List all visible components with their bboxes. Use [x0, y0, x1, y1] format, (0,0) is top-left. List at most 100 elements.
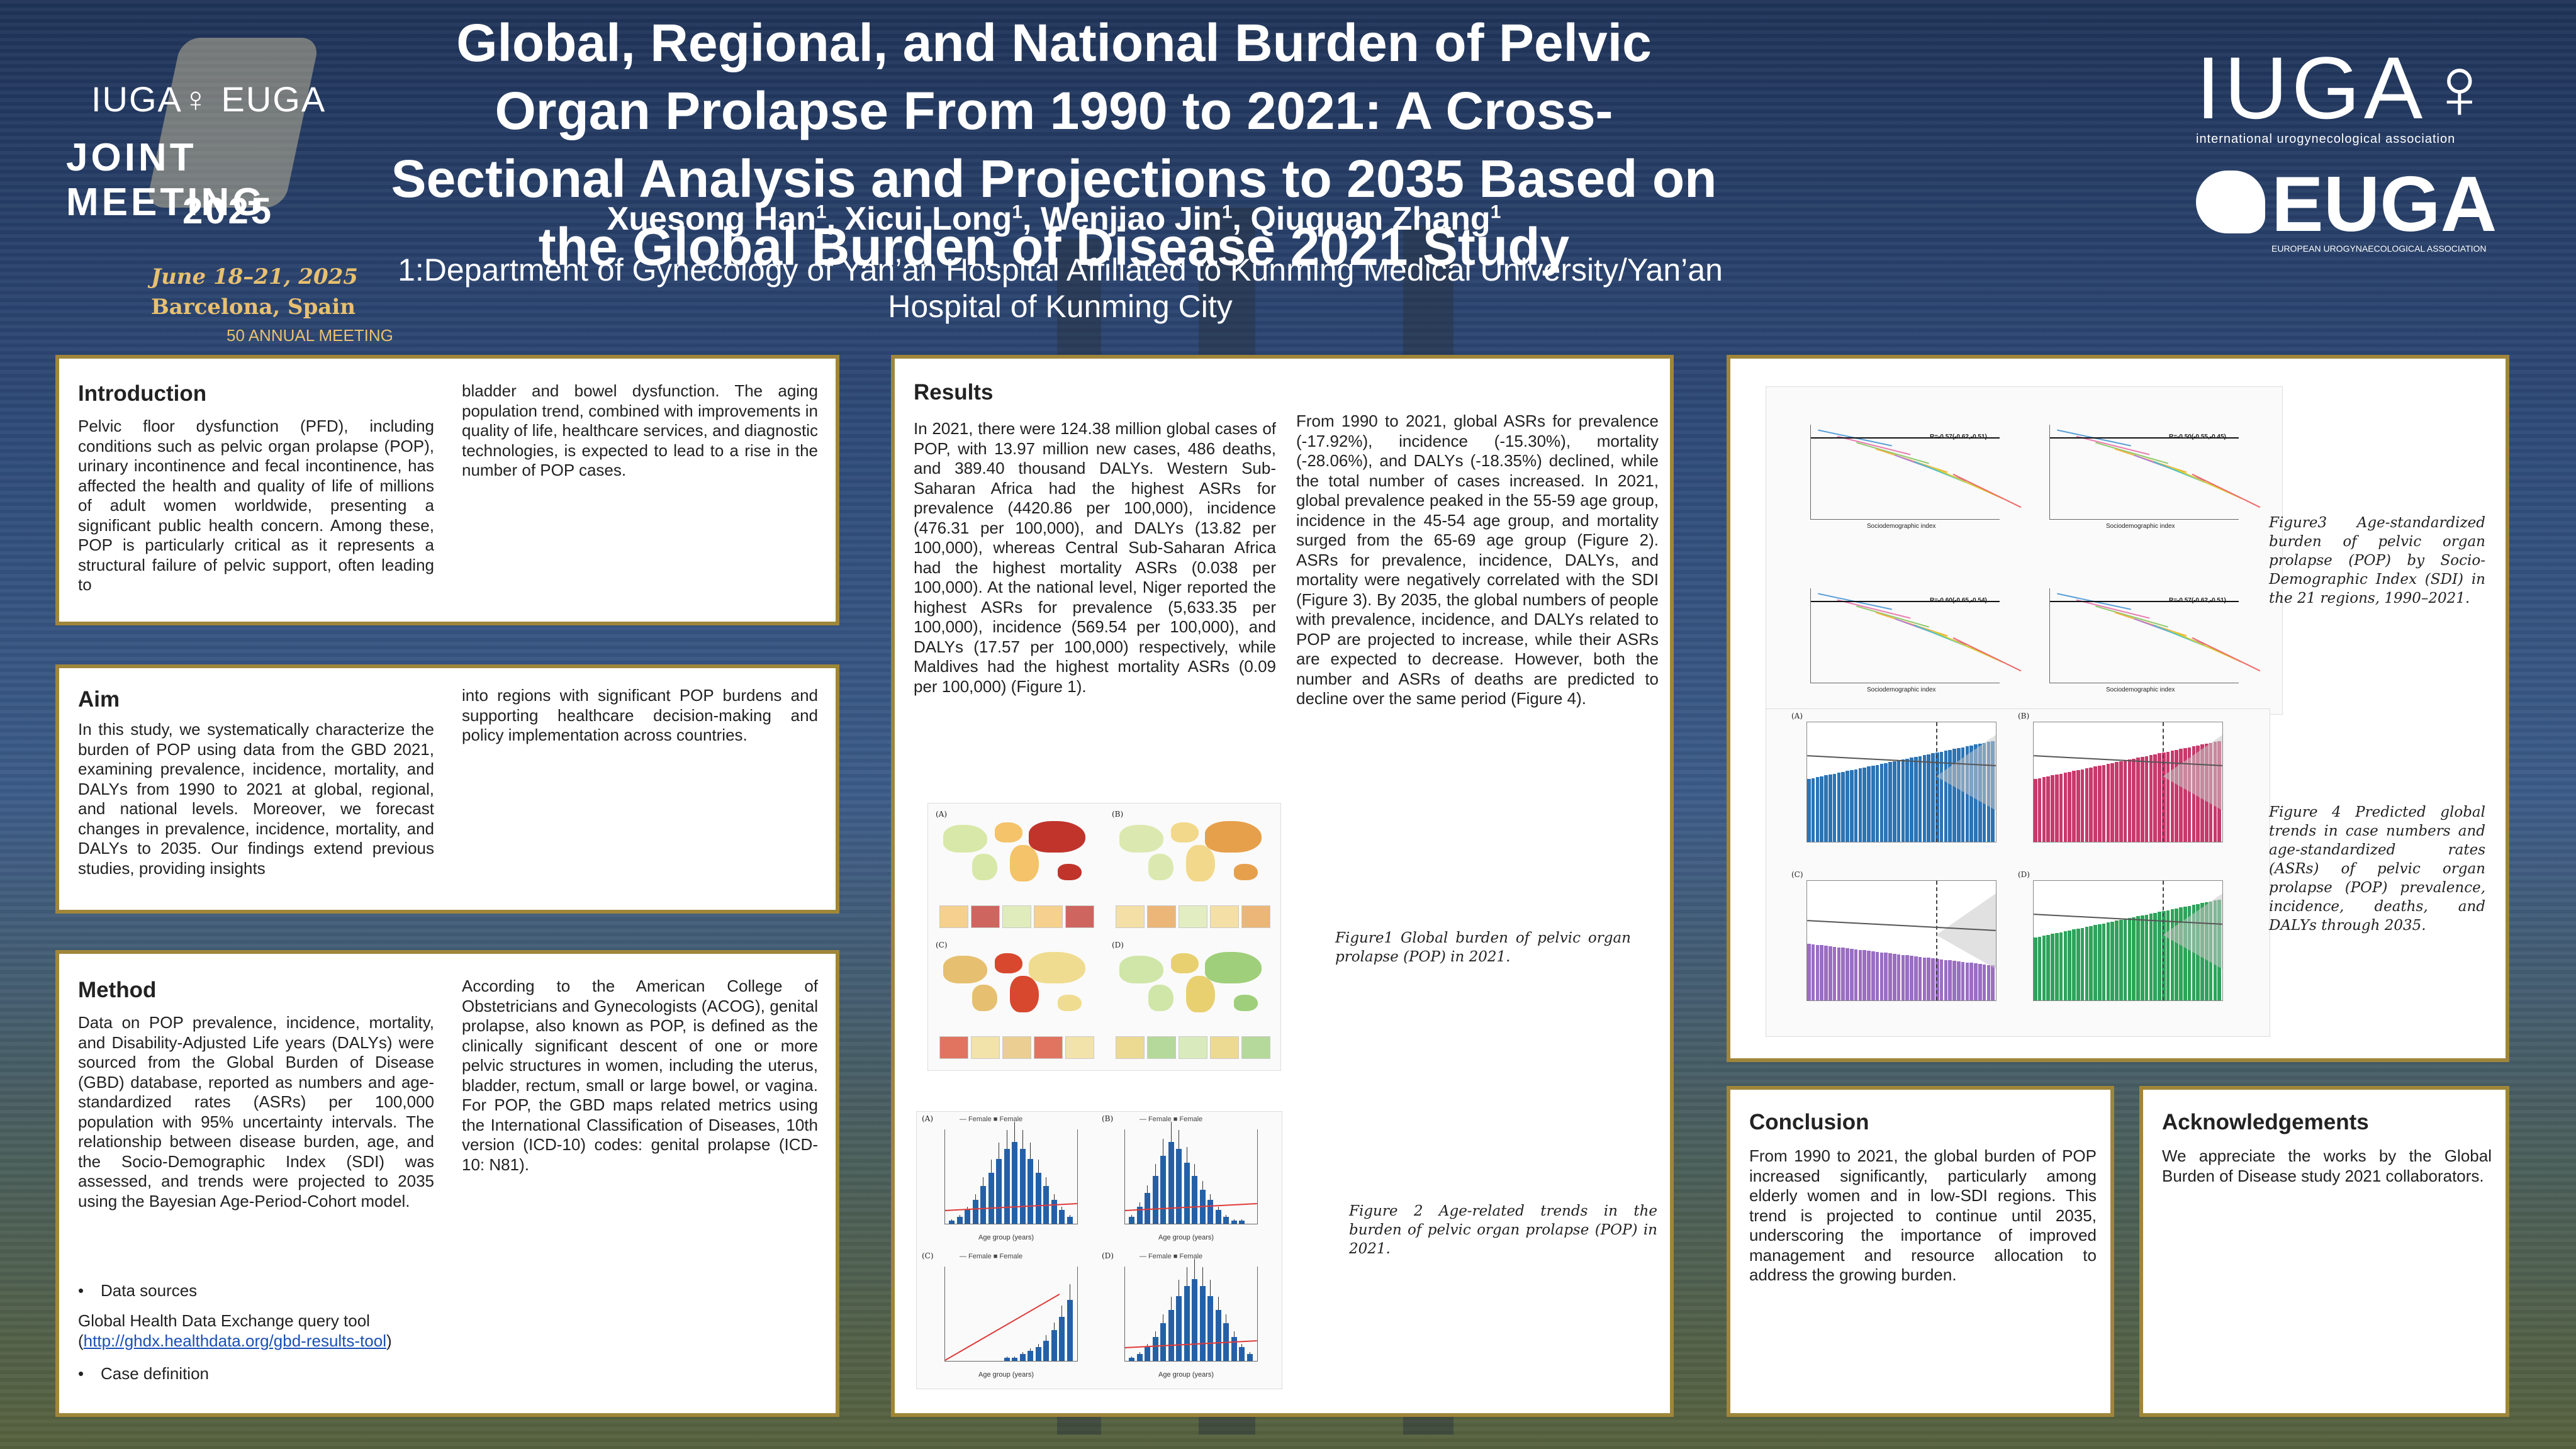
projection-bar	[2034, 779, 2037, 842]
map-inset	[971, 905, 1000, 928]
logo-place: Barcelona, Spain	[151, 294, 356, 320]
map-landmass	[1234, 995, 1258, 1011]
bar	[988, 1172, 994, 1224]
author-affiliation-mark: 1	[1490, 201, 1501, 223]
results-panel: Results In 2021, there were 124.38 milli…	[891, 355, 1674, 1417]
bar	[1035, 1347, 1041, 1361]
age-bar-chart: (B) — Female ■ Female Age group (years)	[1102, 1114, 1274, 1246]
correlation-stat: R=-0.60(-0.65,-0.54)	[1930, 597, 1987, 604]
projection-bar	[1858, 949, 1862, 1000]
bar	[956, 1217, 963, 1224]
projection-bar	[1841, 948, 1845, 1000]
projection-bar	[2144, 756, 2149, 842]
map-inset	[939, 905, 968, 928]
projection-bar	[1952, 961, 1956, 1000]
error-bar	[1030, 1348, 1031, 1351]
logo-iuga-euga-joint-meeting: IUGA♀ EUGA JOINT MEETING 2025 June 18–21…	[57, 25, 409, 345]
projection-bar	[1901, 954, 1905, 1000]
projection-bar	[1991, 965, 1995, 1000]
projection-bar	[1845, 948, 1849, 1000]
projection-bar	[2127, 918, 2132, 1000]
bar	[1207, 1296, 1213, 1361]
bar	[1051, 1200, 1057, 1224]
plot-area	[1124, 1258, 1258, 1362]
projection-bar	[1850, 949, 1854, 1000]
error-bar	[1022, 1352, 1023, 1355]
projection-bar	[1828, 775, 1832, 842]
method-col2: According to the American College of Obs…	[462, 976, 818, 1174]
figure4-caption: Figure 4 Predicted global trends in case…	[2269, 804, 2485, 934]
bar	[1215, 1309, 1221, 1361]
projection-bar	[1893, 761, 1896, 842]
projection-bar	[1884, 953, 1888, 1000]
map-inset	[971, 1036, 1000, 1059]
projection-bar	[2115, 920, 2119, 1000]
projection-bar	[2042, 936, 2046, 1000]
ghdx-link[interactable]: http://ghdx.healthdata.org/gbd-results-t…	[83, 1331, 386, 1350]
panel-label: (A)	[1791, 712, 1803, 720]
map-landmass	[1148, 985, 1173, 1011]
projection-bar	[2093, 925, 2097, 1000]
projection-bar	[2119, 920, 2123, 1000]
map-landmass	[1058, 995, 1082, 1011]
age-bar-chart: (C) — Female ■ Female Age group (years)	[922, 1251, 1094, 1384]
error-bar	[1014, 1121, 1015, 1142]
projection-bar	[2076, 770, 2080, 842]
bar	[1019, 1354, 1026, 1361]
expected-curve	[2050, 601, 2239, 671]
map-inset	[1116, 1036, 1145, 1059]
bar	[1028, 1350, 1033, 1361]
projection-bar	[2106, 922, 2110, 1000]
map-inset	[1034, 1036, 1063, 1059]
projection-bar	[2187, 747, 2192, 842]
logo-joint-meeting: JOINT MEETING	[66, 136, 266, 224]
projection-bar	[1820, 776, 1823, 842]
map-inset	[1210, 1036, 1239, 1059]
bar	[965, 1210, 970, 1224]
projection-divider	[1936, 722, 1937, 842]
error-bar	[975, 1194, 976, 1200]
map-landmass	[1029, 952, 1085, 983]
error-bar	[1241, 1219, 1242, 1221]
projection-divider	[2163, 722, 2164, 842]
map-landmass	[1058, 864, 1082, 880]
author-name: Wenjiao Jin	[1040, 201, 1222, 237]
projection-bar	[2132, 917, 2136, 1000]
projection-bar	[1974, 963, 1978, 1000]
projection-bar	[2166, 751, 2170, 842]
panel-label: (D)	[1102, 1251, 1114, 1260]
panel-label: (B)	[2018, 712, 2030, 720]
error-bar	[990, 1160, 992, 1173]
projection-bar	[2187, 905, 2192, 1000]
projection-chart: (C)	[1791, 870, 2005, 1019]
bar	[1184, 1285, 1190, 1361]
projection-bar	[1841, 771, 1845, 842]
projection-bar	[1927, 958, 1930, 1000]
map-inset	[1179, 905, 1207, 928]
map-landmass	[1186, 845, 1215, 881]
bar	[1035, 1172, 1041, 1224]
bar	[949, 1220, 955, 1224]
projection-bar	[2141, 757, 2144, 842]
error-bar	[1241, 1343, 1242, 1348]
bar	[1004, 1357, 1010, 1361]
projection-bar	[2055, 933, 2059, 1000]
error-bar	[1030, 1143, 1031, 1160]
projection-bar	[2175, 908, 2178, 1000]
projection-bar	[1807, 944, 1811, 1000]
world-map: (D)	[1111, 941, 1275, 1064]
legend: — Female ■ Female	[1140, 1253, 1203, 1260]
bar	[1239, 1220, 1245, 1224]
logo-iuga-euga: IUGA♀ international urogynecological ass…	[2196, 44, 2548, 258]
error-bar	[1155, 1331, 1156, 1338]
error-bar	[1061, 1206, 1062, 1211]
projection-bar	[2123, 760, 2127, 842]
plot-area	[944, 1267, 1078, 1362]
panel-label: (B)	[1102, 1114, 1114, 1123]
aim-heading: Aim	[78, 687, 120, 712]
projection-bar	[1815, 777, 1820, 842]
projection-bar	[2059, 932, 2063, 1000]
euga-mark-icon	[2196, 171, 2265, 233]
projection-bar	[2179, 749, 2183, 842]
projection-bar	[1854, 769, 1858, 842]
